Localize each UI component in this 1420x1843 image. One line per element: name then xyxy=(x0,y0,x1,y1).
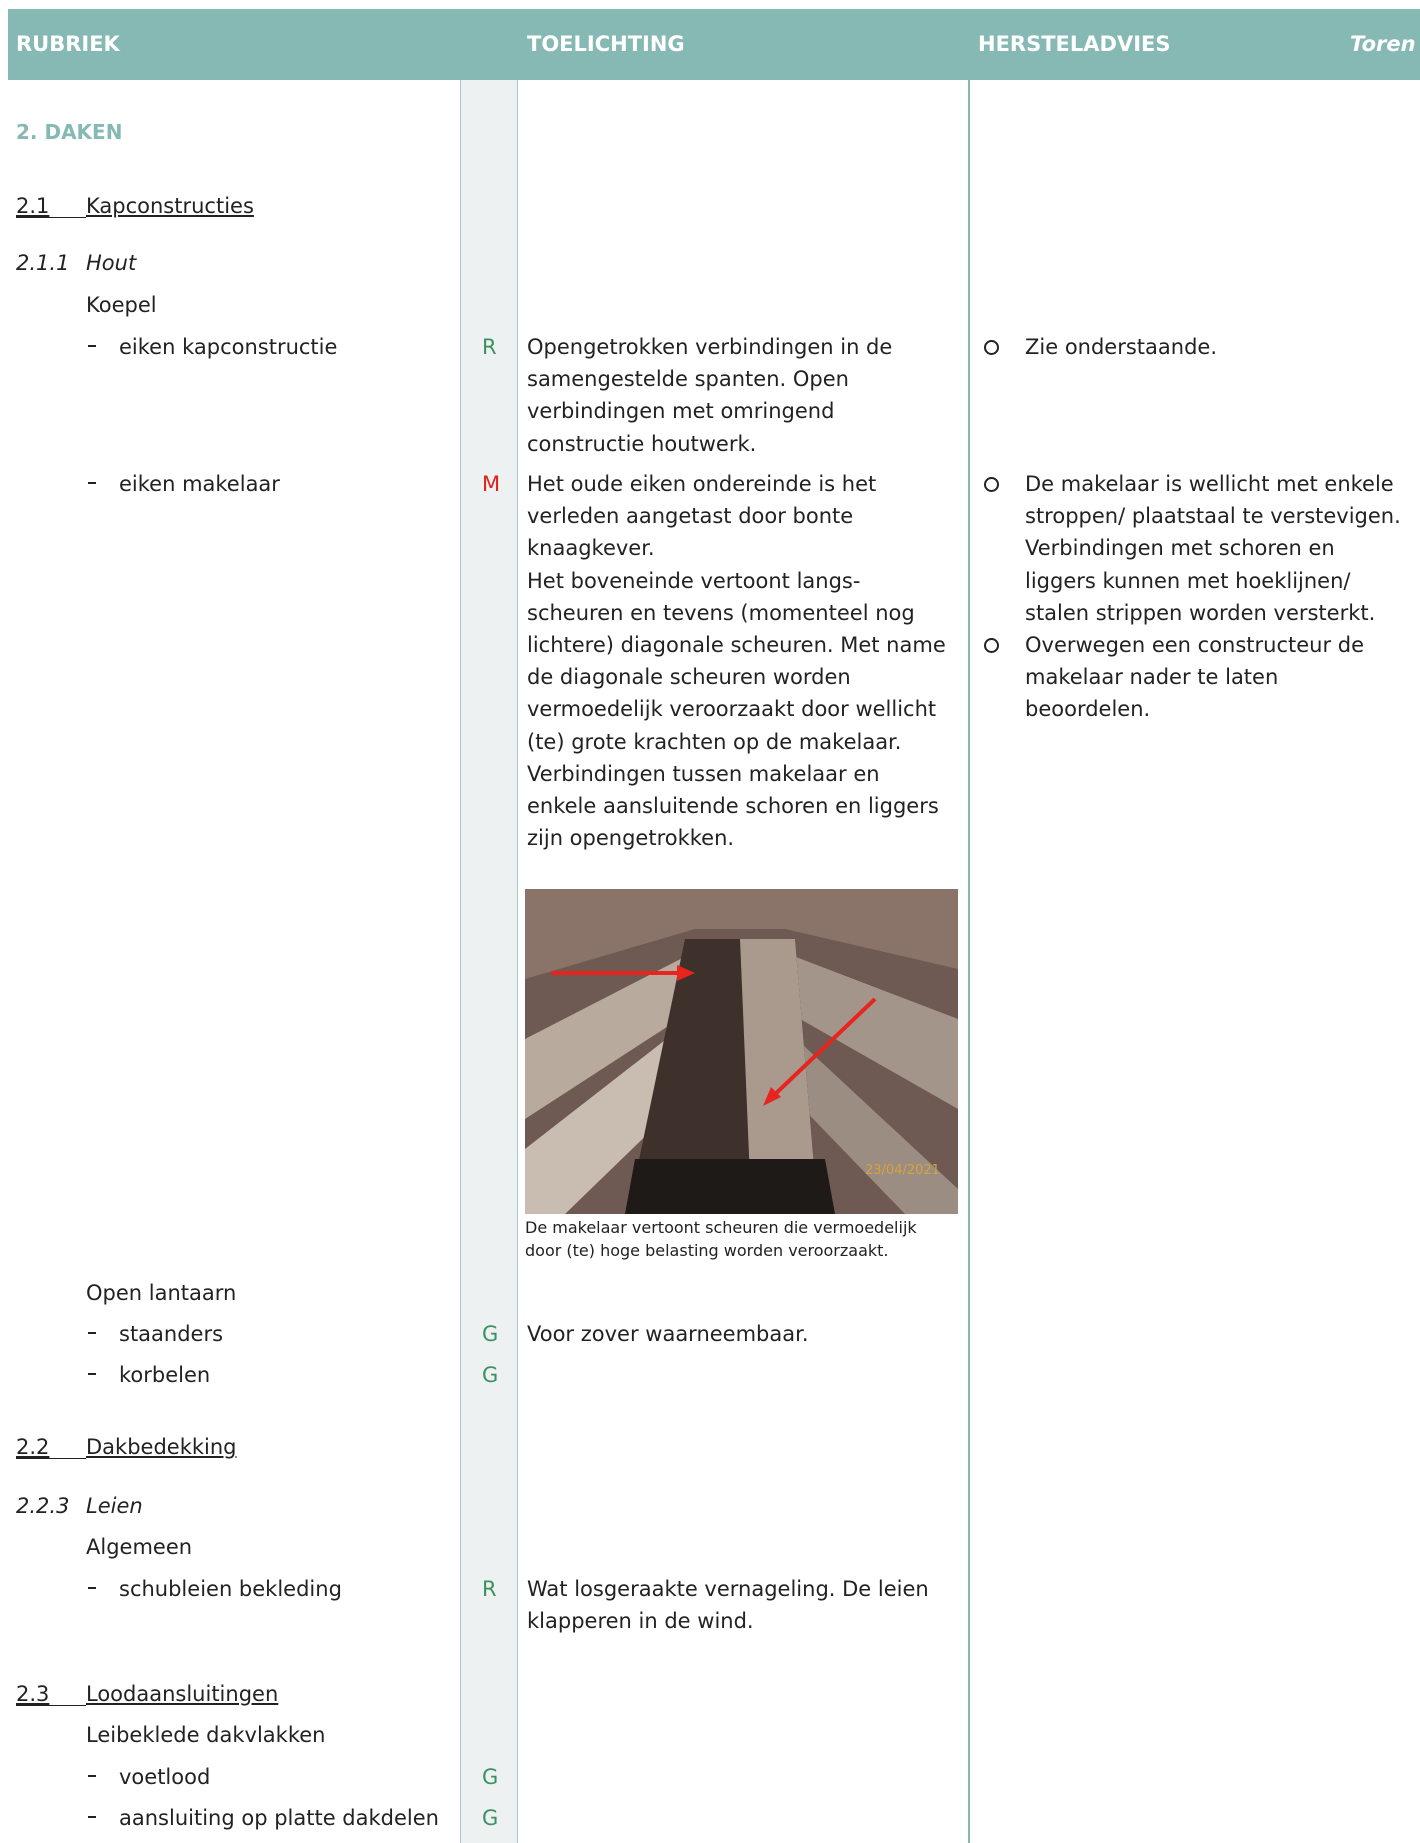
note-line: scheuren en tevens (momenteel nog xyxy=(527,600,915,625)
item-dash xyxy=(88,1816,96,1818)
item-dash xyxy=(88,1775,96,1777)
chapter-title: 2. DAKEN xyxy=(16,120,123,144)
photo-caption: De makelaar vertoont scheuren die vermoe… xyxy=(525,1218,917,1237)
item-dash xyxy=(88,1332,96,1334)
item-label: korbelen xyxy=(119,1363,211,1387)
group-label: Algemeen xyxy=(86,1535,193,1559)
note-line: zijn opengetrokken. xyxy=(527,826,735,851)
section-title: Leien xyxy=(86,1494,143,1518)
advice-line: stalen strippen worden versterkt. xyxy=(1025,600,1376,625)
score: G xyxy=(482,1322,499,1346)
section-title: Loodaansluitingen xyxy=(86,1682,279,1706)
section-title: Hout xyxy=(86,251,137,275)
note-line: vermoedelijk veroorzaakt door wellicht xyxy=(527,697,937,722)
score-column xyxy=(460,80,518,1843)
header-toelichting: TOELICHTING xyxy=(527,32,685,56)
header-object: Toren xyxy=(1350,32,1416,56)
note-line: Verbindingen tussen makelaar en xyxy=(527,761,880,786)
score: G xyxy=(482,1806,499,1830)
note-line: samengestelde spanten. Open xyxy=(527,367,849,392)
note-line: Wat losgeraakte vernageling. De leien xyxy=(527,1577,929,1601)
item-label: voetlood xyxy=(119,1765,211,1789)
header-hersteladvies: HERSTELADVIES xyxy=(978,32,1171,56)
section-title: Dakbedekking xyxy=(86,1435,237,1459)
header-bar xyxy=(8,9,1420,80)
advice-line: stroppen/ plaatstaal te verstevigen. xyxy=(1025,504,1401,529)
advice-bullet xyxy=(984,477,999,492)
column-divider xyxy=(968,80,970,1843)
note-line: constructie houtwerk. xyxy=(527,431,757,456)
score: G xyxy=(482,1363,499,1387)
item-label: schubleien bekleding xyxy=(119,1577,342,1601)
section-title: Kapconstructies xyxy=(86,194,254,218)
underline-gap xyxy=(16,190,86,218)
note-line: Het oude eiken ondereinde is het xyxy=(527,472,877,496)
item-dash xyxy=(88,1587,96,1589)
item-dash xyxy=(88,482,96,484)
advice-line: Zie onderstaande. xyxy=(1025,335,1218,359)
score: G xyxy=(482,1765,499,1789)
item-label: aansluiting op platte dakdelen xyxy=(119,1806,439,1830)
score: R xyxy=(482,1577,497,1601)
advice-line: makelaar nader te laten xyxy=(1025,665,1279,690)
section-number: 2.2 xyxy=(16,1435,50,1459)
advice-line: beoordelen. xyxy=(1025,697,1151,722)
photo: 23/04/2021 xyxy=(525,889,958,1214)
advice-line: De makelaar is wellicht met enkele xyxy=(1025,472,1394,496)
note-line: lichtere) diagonale scheuren. Met name xyxy=(527,633,946,657)
note-line: Het boveneinde vertoont langs- xyxy=(527,568,861,593)
photo-caption: door (te) hoge belasting worden veroorza… xyxy=(525,1241,889,1260)
note-line: enkele aansluitende schoren en liggers xyxy=(527,794,939,818)
item-dash xyxy=(88,1373,96,1375)
note-line: verbindingen met omringend xyxy=(527,399,835,424)
section-number: 2.1 xyxy=(16,194,50,218)
note-line: knaagkever. xyxy=(527,536,655,561)
score: M xyxy=(482,472,501,496)
group-label: Leibeklede dakvlakken xyxy=(86,1723,326,1747)
item-label: staanders xyxy=(119,1322,224,1346)
note-line: klapperen in de wind. xyxy=(527,1609,754,1634)
advice-bullet xyxy=(984,638,999,653)
underline-gap xyxy=(16,1678,86,1706)
header-rubriek: RUBRIEK xyxy=(16,32,120,56)
item-label: eiken makelaar xyxy=(119,472,280,496)
group-label: Koepel xyxy=(86,293,157,317)
advice-line: liggers kunnen met hoeklijnen/ xyxy=(1025,568,1351,593)
group-label: Open lantaarn xyxy=(86,1281,237,1305)
advice-line: Verbindingen met schoren en xyxy=(1025,536,1335,561)
item-label: eiken kapconstructie xyxy=(119,335,338,359)
item-dash xyxy=(88,345,96,347)
section-number: 2.2.3 xyxy=(16,1494,70,1518)
section-number: 2.3 xyxy=(16,1682,50,1706)
note-line: (te) grote krachten op de makelaar. xyxy=(527,729,902,754)
note-line: de diagonale scheuren worden xyxy=(527,665,851,690)
advice-line: Overwegen een constructeur de xyxy=(1025,633,1365,657)
score: R xyxy=(482,335,497,359)
note-line: verleden aangetast door bonte xyxy=(527,504,854,529)
section-number: 2.1.1 xyxy=(16,251,70,275)
svg-text:23/04/2021: 23/04/2021 xyxy=(865,1163,940,1178)
note-line: Opengetrokken verbindingen in de xyxy=(527,335,893,359)
advice-bullet xyxy=(984,340,999,355)
underline-gap xyxy=(16,1431,86,1459)
note-line: Voor zover waarneembaar. xyxy=(527,1322,809,1346)
